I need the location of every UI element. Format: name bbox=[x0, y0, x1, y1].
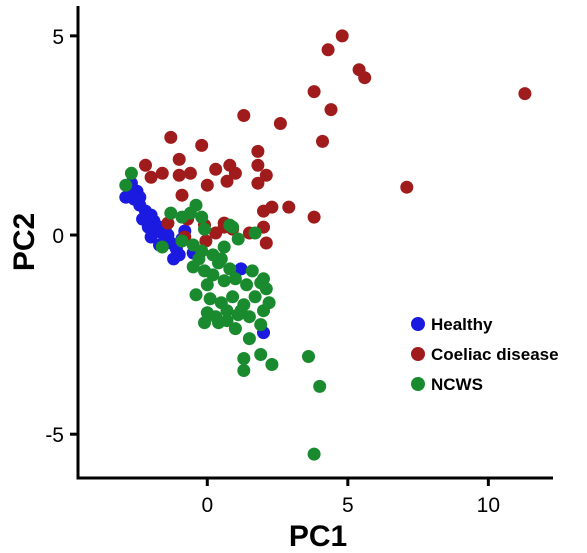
point-ncws-43 bbox=[229, 322, 242, 335]
point-ncws-47 bbox=[265, 358, 278, 371]
points-layer bbox=[119, 29, 531, 460]
y-axis-title: PC2 bbox=[8, 213, 41, 271]
legend-marker-ncws bbox=[411, 377, 425, 391]
point-ncws-10 bbox=[156, 241, 169, 254]
point-ncws-2 bbox=[164, 207, 177, 220]
point-coeliac-disease-24 bbox=[201, 179, 214, 192]
point-coeliac-disease-7 bbox=[237, 109, 250, 122]
point-ncws-28 bbox=[190, 288, 203, 301]
y-tick-label: -5 bbox=[45, 424, 64, 447]
point-ncws-34 bbox=[257, 304, 270, 317]
y-tick-label: 5 bbox=[52, 26, 64, 49]
y-tick-label: 0 bbox=[52, 225, 64, 248]
point-coeliac-disease-17 bbox=[209, 163, 222, 176]
point-coeliac-disease-0 bbox=[336, 29, 349, 42]
point-coeliac-disease-13 bbox=[139, 159, 152, 172]
y-ticks: -5 0 5 bbox=[45, 26, 78, 447]
point-ncws-55 bbox=[192, 252, 205, 265]
point-ncws-51 bbox=[308, 448, 321, 461]
point-ncws-53 bbox=[215, 252, 228, 265]
x-tick-label: 5 bbox=[342, 494, 354, 517]
legend-marker-healthy bbox=[411, 317, 425, 331]
legend-label-healthy: Healthy bbox=[431, 315, 493, 334]
point-coeliac-disease-9 bbox=[316, 135, 329, 148]
point-healthy-29 bbox=[133, 191, 146, 204]
point-ncws-23 bbox=[229, 272, 242, 285]
point-healthy-19 bbox=[167, 252, 180, 265]
point-ncws-16 bbox=[232, 233, 245, 246]
point-ncws-44 bbox=[243, 332, 256, 345]
point-coeliac-disease-23 bbox=[173, 169, 186, 182]
point-ncws-33 bbox=[249, 290, 262, 303]
point-ncws-1 bbox=[119, 179, 132, 192]
point-coeliac-disease-15 bbox=[173, 153, 186, 166]
point-coeliac-disease-5 bbox=[308, 85, 321, 98]
point-coeliac-disease-1 bbox=[322, 43, 335, 56]
point-ncws-52 bbox=[226, 221, 239, 234]
point-coeliac-disease-44 bbox=[209, 227, 222, 240]
point-coeliac-disease-42 bbox=[260, 237, 273, 250]
point-ncws-22 bbox=[218, 274, 231, 287]
point-ncws-41 bbox=[198, 316, 211, 329]
point-ncws-42 bbox=[212, 316, 225, 329]
point-ncws-15 bbox=[218, 241, 231, 254]
point-coeliac-disease-27 bbox=[400, 181, 413, 194]
point-ncws-9 bbox=[249, 227, 262, 240]
point-ncws-24 bbox=[240, 278, 253, 291]
point-ncws-56 bbox=[201, 278, 214, 291]
point-ncws-40 bbox=[254, 318, 267, 331]
point-ncws-29 bbox=[204, 292, 217, 305]
point-coeliac-disease-16 bbox=[184, 167, 197, 180]
point-ncws-59 bbox=[221, 304, 234, 317]
legend-label-ncws: NCWS bbox=[431, 375, 483, 394]
point-coeliac-disease-22 bbox=[145, 171, 158, 184]
legend-marker-coeliac bbox=[411, 347, 425, 361]
point-healthy-21 bbox=[136, 213, 149, 226]
legend: Healthy Coeliac disease NCWS bbox=[411, 315, 559, 394]
point-coeliac-disease-8 bbox=[274, 117, 287, 130]
x-axis-title: PC1 bbox=[289, 520, 347, 553]
point-ncws-0 bbox=[125, 167, 138, 180]
point-coeliac-disease-14 bbox=[156, 167, 169, 180]
point-coeliac-disease-31 bbox=[265, 201, 278, 214]
point-ncws-45 bbox=[237, 352, 250, 365]
x-ticks: 0 5 10 bbox=[201, 478, 500, 517]
point-ncws-50 bbox=[313, 380, 326, 393]
x-tick-label: 0 bbox=[201, 494, 213, 517]
point-coeliac-disease-12 bbox=[251, 145, 264, 158]
legend-label-coeliac: Coeliac disease bbox=[431, 345, 559, 364]
point-coeliac-disease-28 bbox=[176, 189, 189, 202]
point-ncws-5 bbox=[190, 199, 203, 212]
point-coeliac-disease-32 bbox=[282, 201, 295, 214]
point-ncws-49 bbox=[302, 350, 315, 363]
point-ncws-6 bbox=[195, 211, 208, 224]
point-coeliac-disease-4 bbox=[518, 87, 531, 100]
x-tick-label: 10 bbox=[477, 494, 500, 517]
point-ncws-57 bbox=[235, 304, 248, 317]
point-ncws-48 bbox=[237, 364, 250, 377]
point-coeliac-disease-25 bbox=[221, 175, 234, 188]
point-coeliac-disease-3 bbox=[358, 71, 371, 84]
point-coeliac-disease-26 bbox=[251, 177, 264, 190]
point-coeliac-disease-20 bbox=[251, 159, 264, 172]
point-ncws-46 bbox=[254, 348, 267, 361]
point-coeliac-disease-11 bbox=[195, 139, 208, 152]
point-ncws-58 bbox=[257, 272, 270, 285]
point-coeliac-disease-10 bbox=[164, 131, 177, 144]
point-coeliac-disease-6 bbox=[325, 103, 338, 116]
point-ncws-7 bbox=[198, 223, 211, 236]
point-coeliac-disease-33 bbox=[308, 211, 321, 224]
point-ncws-11 bbox=[176, 235, 189, 248]
point-ncws-54 bbox=[246, 264, 259, 277]
point-ncws-31 bbox=[226, 290, 239, 303]
